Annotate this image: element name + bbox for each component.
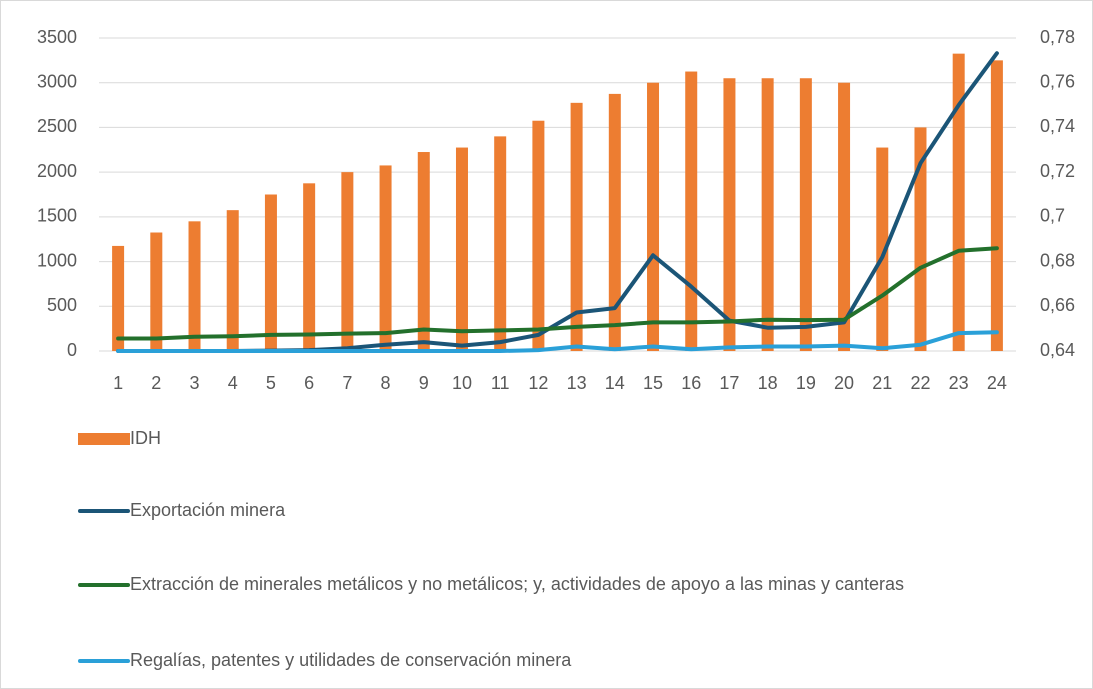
y-tick-label: 0: [67, 340, 77, 360]
x-tick-label: 20: [834, 373, 854, 393]
bar: [455, 147, 468, 351]
legend-label: Regalías, patentes y utilidades de conse…: [130, 650, 572, 670]
bar: [494, 136, 507, 351]
bar: [799, 78, 812, 351]
x-tick-label: 24: [987, 373, 1007, 393]
bar: [264, 194, 277, 351]
bar: [838, 82, 851, 351]
x-tick-label: 2: [151, 373, 161, 393]
legend-swatch: [78, 659, 130, 663]
y2-tick-label: 0,78: [1040, 27, 1075, 47]
x-tick-label: 17: [719, 373, 739, 393]
legend-label: Exportación minera: [130, 500, 286, 520]
y-tick-label: 2000: [37, 161, 77, 181]
x-tick-label: 3: [190, 373, 200, 393]
x-tick-label: 22: [910, 373, 930, 393]
bar: [226, 210, 239, 351]
x-tick-label: 11: [491, 373, 510, 393]
x-tick-label: 21: [872, 373, 892, 393]
x-tick-label: 10: [452, 373, 472, 393]
bar: [379, 165, 392, 351]
bar: [914, 127, 927, 351]
x-tick-label: 6: [304, 373, 314, 393]
y2-tick-label: 0,72: [1040, 161, 1075, 181]
bar: [112, 245, 125, 351]
bar: [761, 78, 774, 351]
y-tick-label: 1000: [37, 250, 77, 270]
x-tick-label: 8: [381, 373, 391, 393]
legend-item: Exportación minera: [78, 496, 1058, 525]
legend-swatch: [78, 433, 130, 445]
x-tick-label: 23: [949, 373, 969, 393]
bar: [647, 82, 660, 351]
y-tick-label: 500: [47, 295, 77, 315]
y2-tick-label: 0,66: [1040, 295, 1075, 315]
y2-tick-label: 0,64: [1040, 340, 1075, 360]
bar: [685, 71, 698, 352]
x-tick-label: 14: [605, 373, 625, 393]
x-tick-label: 15: [643, 373, 663, 393]
x-tick-label: 1: [113, 373, 123, 393]
bar: [188, 221, 201, 351]
x-tick-label: 9: [419, 373, 429, 393]
x-tick-label: 16: [681, 373, 701, 393]
y-tick-label: 3000: [37, 71, 77, 91]
legend-label: Extracción de minerales metálicos y no m…: [130, 574, 905, 594]
x-tick-label: 12: [528, 373, 548, 393]
x-tick-label: 18: [758, 373, 778, 393]
bar: [876, 147, 889, 351]
bar: [723, 78, 736, 351]
y-tick-label: 1500: [37, 206, 77, 226]
line-series: [116, 246, 999, 341]
y2-tick-label: 0,68: [1040, 250, 1075, 270]
bar: [570, 102, 583, 351]
x-tick-label: 7: [342, 373, 352, 393]
x-tick-label: 5: [266, 373, 276, 393]
legend-swatch: [78, 509, 130, 513]
y-tick-label: 3500: [37, 27, 77, 47]
y2-tick-label: 0,7: [1040, 206, 1065, 226]
bar: [417, 152, 430, 351]
bar: [990, 60, 1003, 351]
bar: [608, 93, 621, 352]
bar: [532, 120, 545, 351]
x-tick-label: 4: [228, 373, 238, 393]
y2-tick-label: 0,74: [1040, 116, 1075, 136]
legend-item: IDH: [78, 424, 1058, 453]
bar: [952, 53, 965, 352]
bar: [303, 183, 316, 351]
legend-swatch: [78, 583, 130, 587]
y-tick-label: 2500: [37, 116, 77, 136]
bar: [341, 172, 354, 351]
x-tick-label: 13: [567, 373, 587, 393]
legend-item: Regalías, patentes y utilidades de conse…: [78, 646, 1058, 675]
bar: [150, 232, 163, 351]
x-tick-label: 19: [796, 373, 816, 393]
line-series: [116, 330, 999, 353]
legend-label: IDH: [130, 428, 161, 448]
y2-tick-label: 0,76: [1040, 71, 1075, 91]
legend-item: Extracción de minerales metálicos y no m…: [78, 570, 1058, 599]
